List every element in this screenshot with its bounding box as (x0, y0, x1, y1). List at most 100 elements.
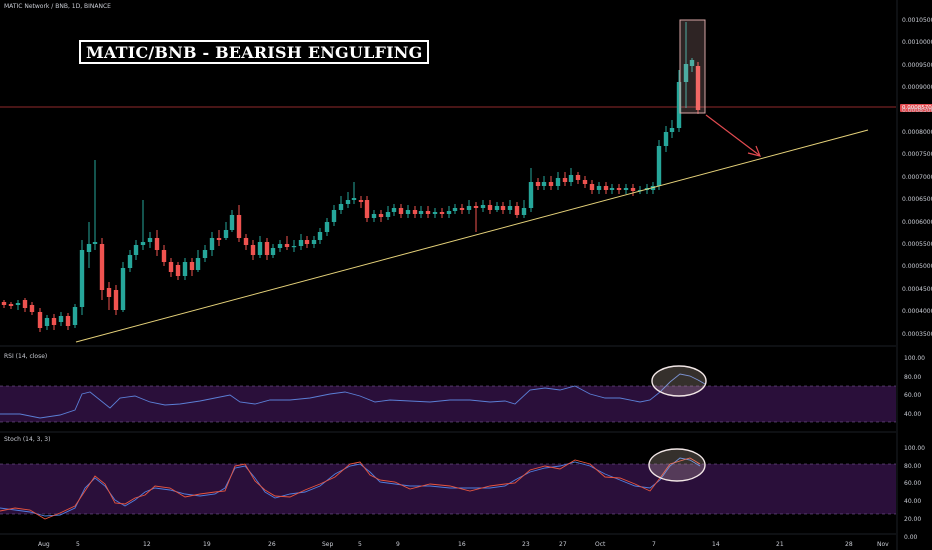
rsi-band (0, 386, 896, 422)
candle-up (324, 222, 330, 232)
candle-down (37, 312, 43, 328)
current-price-tag[interactable]: 0.0008570 (900, 104, 932, 112)
candle-down (487, 205, 493, 210)
candle-down (106, 288, 112, 297)
candle-down (65, 316, 71, 326)
candle-down (1, 302, 7, 305)
candle-down (161, 250, 167, 262)
arrow-head-icon (747, 145, 761, 157)
candle-up (277, 244, 283, 248)
candle-up (541, 182, 547, 186)
candle-down (439, 212, 445, 214)
rsi-panel-label[interactable]: RSI (14, close) (4, 353, 48, 360)
stoch-d-line (0, 457, 701, 520)
rsi-line (0, 373, 706, 419)
price-axis-tick: 0.0008000 (902, 129, 932, 136)
price-axis-tick: 0.0006000 (902, 218, 932, 226)
candle-up (452, 208, 458, 211)
candle-down (695, 66, 701, 110)
candle-down (582, 180, 588, 184)
candle-up (72, 307, 78, 325)
time-axis-tick: 14 (712, 541, 720, 548)
candle-up (528, 182, 534, 208)
candle-up (195, 258, 201, 270)
candle-up (466, 206, 472, 210)
candle-up (432, 212, 438, 214)
candle-down (154, 238, 160, 250)
candle-up (656, 146, 662, 186)
time-axis-tick: 5 (76, 541, 80, 548)
candle-up (79, 250, 85, 307)
price-axis-tick: 0.0004000 (902, 308, 932, 316)
candle-down (473, 206, 479, 208)
candle-up (120, 268, 126, 310)
candle-up (676, 82, 682, 128)
candle-down (358, 200, 364, 202)
candle-up (311, 240, 317, 244)
stoch-axis-tick: 100.00 (904, 445, 925, 452)
candle-up (331, 210, 337, 222)
time-axis-tick: 5 (358, 541, 362, 548)
stoch-panel-label[interactable]: Stoch (14, 3, 3) (4, 436, 51, 443)
candle-down (29, 305, 35, 312)
candle-up (385, 212, 391, 217)
candle-down (236, 215, 242, 238)
candle-down (216, 238, 222, 240)
candle-up (609, 188, 615, 190)
rsi-axis-tick: 100.00 (904, 355, 925, 362)
candle-up (391, 208, 397, 212)
candle-down (113, 290, 119, 310)
time-axis-tick: 28 (845, 541, 853, 548)
candle-down (398, 208, 404, 214)
time-axis-tick: 26 (268, 541, 276, 548)
stoch-axis-tick: 20.00 (904, 515, 922, 523)
time-axis-tick: 23 (522, 541, 530, 548)
candle-down (459, 208, 465, 210)
rsi-highlight-circle (651, 365, 707, 397)
price-axis-tick: 0.0009000 (902, 84, 932, 92)
candle-up (345, 200, 351, 204)
candle-up (44, 318, 50, 326)
candle-up (683, 64, 689, 82)
stoch-axis-tick: 40.00 (904, 498, 922, 506)
candle-down (8, 304, 14, 306)
candle-up (669, 128, 675, 132)
candle-down (51, 318, 57, 325)
price-axis-tick: 0.0007000 (902, 173, 932, 181)
price-axis-tick: 0.0010500 (902, 17, 932, 24)
rsi-axis-tick: 80.00 (904, 373, 922, 381)
candle-up (623, 188, 629, 190)
candle-up (182, 262, 188, 276)
candle-up (15, 303, 21, 305)
candle-up (127, 255, 133, 268)
stoch-axis-tick: 80.00 (904, 462, 922, 470)
price-axis-tick: 0.0005000 (902, 263, 932, 271)
candle-down (189, 262, 195, 270)
price-axis-tick: 0.0005500 (902, 241, 932, 248)
arrow-line (705, 114, 760, 156)
candle-down (575, 175, 581, 180)
candle-down (535, 182, 541, 186)
candle-up (418, 211, 424, 214)
candle-down (378, 214, 384, 217)
candle-down (364, 200, 370, 218)
price-axis-tick: 0.0003500 (902, 330, 932, 338)
stoch-axis-tick: 60.00 (904, 480, 922, 488)
candle-down (99, 244, 105, 290)
candle-up (446, 211, 452, 214)
rsi-axis-tick: 60.00 (904, 392, 922, 399)
time-axis-tick: Oct (595, 541, 606, 548)
candle-down (562, 178, 568, 182)
annotation-title: MATIC/BNB - BEARISH ENGULFING (79, 40, 430, 64)
candle-up (86, 244, 92, 252)
candle-up (223, 230, 229, 238)
candle-down (500, 206, 506, 210)
candle-up (596, 186, 602, 190)
time-axis-tick: 19 (203, 541, 211, 548)
price-axis-tick: 0.0006500 (902, 196, 932, 204)
stoch-highlight-circle (648, 448, 706, 482)
price-axis-tick: 0.0009500 (902, 61, 932, 69)
time-axis-tick: 21 (776, 541, 784, 548)
candle-down (616, 188, 622, 190)
